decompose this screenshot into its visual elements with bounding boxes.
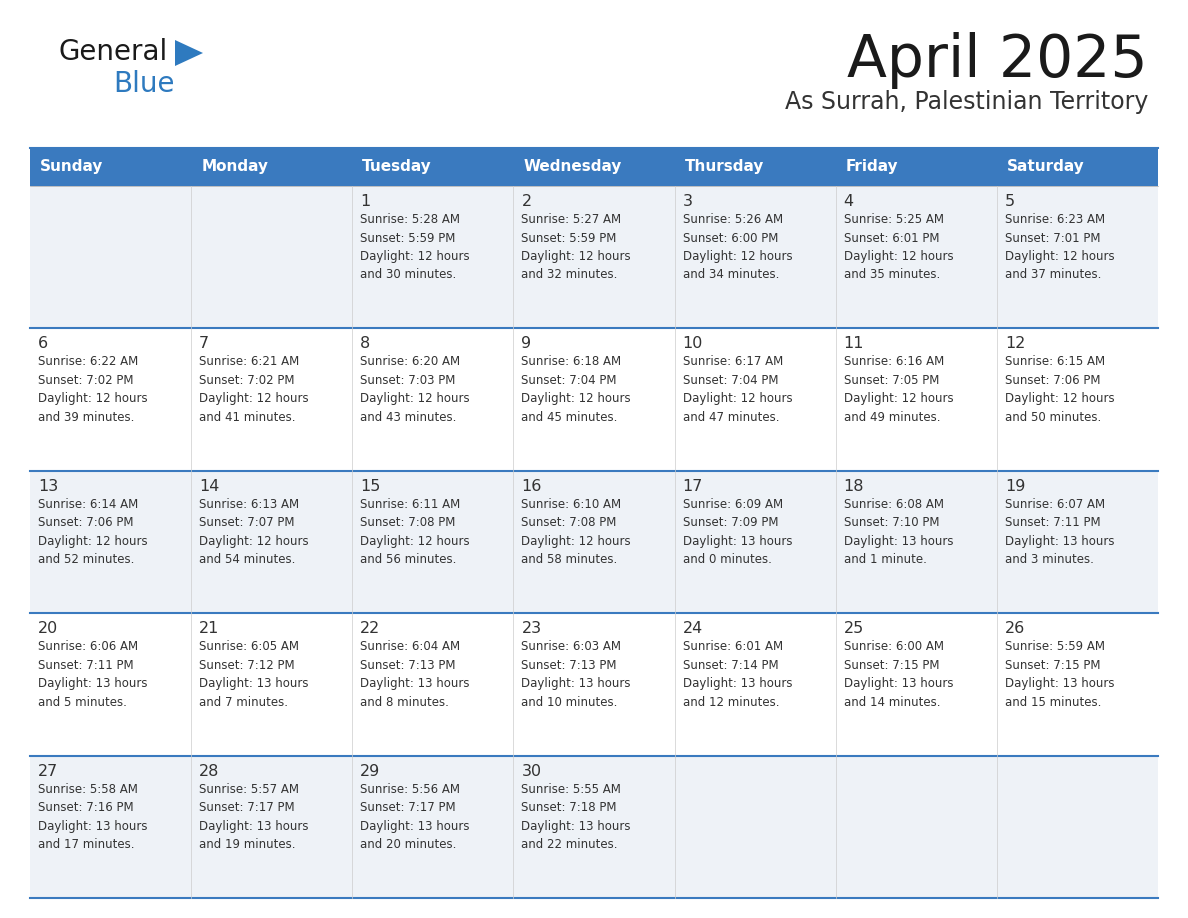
Text: 30: 30	[522, 764, 542, 778]
Text: 3: 3	[683, 194, 693, 209]
Text: Sunrise: 6:06 AM
Sunset: 7:11 PM
Daylight: 13 hours
and 5 minutes.: Sunrise: 6:06 AM Sunset: 7:11 PM Dayligh…	[38, 640, 147, 709]
Text: Sunrise: 5:58 AM
Sunset: 7:16 PM
Daylight: 13 hours
and 17 minutes.: Sunrise: 5:58 AM Sunset: 7:16 PM Dayligh…	[38, 783, 147, 851]
FancyBboxPatch shape	[30, 471, 1158, 613]
Text: Sunrise: 6:17 AM
Sunset: 7:04 PM
Daylight: 12 hours
and 47 minutes.: Sunrise: 6:17 AM Sunset: 7:04 PM Dayligh…	[683, 355, 792, 424]
Text: Sunrise: 6:08 AM
Sunset: 7:10 PM
Daylight: 13 hours
and 1 minute.: Sunrise: 6:08 AM Sunset: 7:10 PM Dayligh…	[843, 498, 953, 566]
Text: Sunrise: 6:04 AM
Sunset: 7:13 PM
Daylight: 13 hours
and 8 minutes.: Sunrise: 6:04 AM Sunset: 7:13 PM Dayligh…	[360, 640, 469, 709]
Text: 10: 10	[683, 336, 703, 352]
Text: Sunrise: 6:11 AM
Sunset: 7:08 PM
Daylight: 12 hours
and 56 minutes.: Sunrise: 6:11 AM Sunset: 7:08 PM Dayligh…	[360, 498, 470, 566]
Text: Sunrise: 5:28 AM
Sunset: 5:59 PM
Daylight: 12 hours
and 30 minutes.: Sunrise: 5:28 AM Sunset: 5:59 PM Dayligh…	[360, 213, 470, 282]
Text: 22: 22	[360, 621, 380, 636]
FancyBboxPatch shape	[30, 148, 1158, 186]
Text: 11: 11	[843, 336, 864, 352]
Text: Sunrise: 6:14 AM
Sunset: 7:06 PM
Daylight: 12 hours
and 52 minutes.: Sunrise: 6:14 AM Sunset: 7:06 PM Dayligh…	[38, 498, 147, 566]
Text: Sunrise: 5:57 AM
Sunset: 7:17 PM
Daylight: 13 hours
and 19 minutes.: Sunrise: 5:57 AM Sunset: 7:17 PM Dayligh…	[200, 783, 309, 851]
Text: 12: 12	[1005, 336, 1025, 352]
FancyBboxPatch shape	[30, 186, 1158, 329]
Text: Sunday: Sunday	[40, 160, 103, 174]
Text: Sunrise: 6:18 AM
Sunset: 7:04 PM
Daylight: 12 hours
and 45 minutes.: Sunrise: 6:18 AM Sunset: 7:04 PM Dayligh…	[522, 355, 631, 424]
Text: 9: 9	[522, 336, 531, 352]
Text: 2: 2	[522, 194, 531, 209]
Text: Sunrise: 6:07 AM
Sunset: 7:11 PM
Daylight: 13 hours
and 3 minutes.: Sunrise: 6:07 AM Sunset: 7:11 PM Dayligh…	[1005, 498, 1114, 566]
Text: 4: 4	[843, 194, 854, 209]
Text: 16: 16	[522, 479, 542, 494]
Text: Sunrise: 5:59 AM
Sunset: 7:15 PM
Daylight: 13 hours
and 15 minutes.: Sunrise: 5:59 AM Sunset: 7:15 PM Dayligh…	[1005, 640, 1114, 709]
Text: 27: 27	[38, 764, 58, 778]
Text: 28: 28	[200, 764, 220, 778]
Text: April 2025: April 2025	[847, 32, 1148, 89]
Text: Sunrise: 6:00 AM
Sunset: 7:15 PM
Daylight: 13 hours
and 14 minutes.: Sunrise: 6:00 AM Sunset: 7:15 PM Dayligh…	[843, 640, 953, 709]
Text: 23: 23	[522, 621, 542, 636]
Text: 17: 17	[683, 479, 703, 494]
Text: 21: 21	[200, 621, 220, 636]
Text: Blue: Blue	[113, 70, 175, 98]
Text: Thursday: Thursday	[684, 160, 764, 174]
FancyBboxPatch shape	[30, 613, 1158, 756]
Text: Sunrise: 6:21 AM
Sunset: 7:02 PM
Daylight: 12 hours
and 41 minutes.: Sunrise: 6:21 AM Sunset: 7:02 PM Dayligh…	[200, 355, 309, 424]
Text: Sunrise: 5:55 AM
Sunset: 7:18 PM
Daylight: 13 hours
and 22 minutes.: Sunrise: 5:55 AM Sunset: 7:18 PM Dayligh…	[522, 783, 631, 851]
Polygon shape	[175, 40, 203, 66]
Text: Sunrise: 6:13 AM
Sunset: 7:07 PM
Daylight: 12 hours
and 54 minutes.: Sunrise: 6:13 AM Sunset: 7:07 PM Dayligh…	[200, 498, 309, 566]
Text: 8: 8	[360, 336, 371, 352]
Text: 1: 1	[360, 194, 371, 209]
Text: Sunrise: 6:20 AM
Sunset: 7:03 PM
Daylight: 12 hours
and 43 minutes.: Sunrise: 6:20 AM Sunset: 7:03 PM Dayligh…	[360, 355, 470, 424]
Text: As Surrah, Palestinian Territory: As Surrah, Palestinian Territory	[784, 90, 1148, 114]
Text: 18: 18	[843, 479, 864, 494]
Text: 29: 29	[360, 764, 380, 778]
Text: Wednesday: Wednesday	[524, 160, 621, 174]
Text: 6: 6	[38, 336, 49, 352]
Text: 24: 24	[683, 621, 703, 636]
Text: Sunrise: 5:27 AM
Sunset: 5:59 PM
Daylight: 12 hours
and 32 minutes.: Sunrise: 5:27 AM Sunset: 5:59 PM Dayligh…	[522, 213, 631, 282]
Text: Sunrise: 5:25 AM
Sunset: 6:01 PM
Daylight: 12 hours
and 35 minutes.: Sunrise: 5:25 AM Sunset: 6:01 PM Dayligh…	[843, 213, 953, 282]
Text: 14: 14	[200, 479, 220, 494]
Text: 26: 26	[1005, 621, 1025, 636]
Text: Sunrise: 6:09 AM
Sunset: 7:09 PM
Daylight: 13 hours
and 0 minutes.: Sunrise: 6:09 AM Sunset: 7:09 PM Dayligh…	[683, 498, 792, 566]
Text: Sunrise: 5:56 AM
Sunset: 7:17 PM
Daylight: 13 hours
and 20 minutes.: Sunrise: 5:56 AM Sunset: 7:17 PM Dayligh…	[360, 783, 469, 851]
FancyBboxPatch shape	[30, 756, 1158, 898]
Text: Monday: Monday	[201, 160, 268, 174]
Text: Sunrise: 6:03 AM
Sunset: 7:13 PM
Daylight: 13 hours
and 10 minutes.: Sunrise: 6:03 AM Sunset: 7:13 PM Dayligh…	[522, 640, 631, 709]
Text: 7: 7	[200, 336, 209, 352]
FancyBboxPatch shape	[30, 329, 1158, 471]
Text: Sunrise: 6:23 AM
Sunset: 7:01 PM
Daylight: 12 hours
and 37 minutes.: Sunrise: 6:23 AM Sunset: 7:01 PM Dayligh…	[1005, 213, 1114, 282]
Text: Sunrise: 6:01 AM
Sunset: 7:14 PM
Daylight: 13 hours
and 12 minutes.: Sunrise: 6:01 AM Sunset: 7:14 PM Dayligh…	[683, 640, 792, 709]
Text: 15: 15	[360, 479, 380, 494]
Text: 5: 5	[1005, 194, 1015, 209]
Text: 13: 13	[38, 479, 58, 494]
Text: Sunrise: 6:05 AM
Sunset: 7:12 PM
Daylight: 13 hours
and 7 minutes.: Sunrise: 6:05 AM Sunset: 7:12 PM Dayligh…	[200, 640, 309, 709]
Text: Friday: Friday	[846, 160, 898, 174]
Text: Sunrise: 6:16 AM
Sunset: 7:05 PM
Daylight: 12 hours
and 49 minutes.: Sunrise: 6:16 AM Sunset: 7:05 PM Dayligh…	[843, 355, 953, 424]
Text: Sunrise: 5:26 AM
Sunset: 6:00 PM
Daylight: 12 hours
and 34 minutes.: Sunrise: 5:26 AM Sunset: 6:00 PM Dayligh…	[683, 213, 792, 282]
Text: General: General	[58, 38, 168, 66]
Text: Sunrise: 6:10 AM
Sunset: 7:08 PM
Daylight: 12 hours
and 58 minutes.: Sunrise: 6:10 AM Sunset: 7:08 PM Dayligh…	[522, 498, 631, 566]
Text: 19: 19	[1005, 479, 1025, 494]
Text: Saturday: Saturday	[1007, 160, 1085, 174]
Text: Sunrise: 6:22 AM
Sunset: 7:02 PM
Daylight: 12 hours
and 39 minutes.: Sunrise: 6:22 AM Sunset: 7:02 PM Dayligh…	[38, 355, 147, 424]
Text: 25: 25	[843, 621, 864, 636]
Text: Sunrise: 6:15 AM
Sunset: 7:06 PM
Daylight: 12 hours
and 50 minutes.: Sunrise: 6:15 AM Sunset: 7:06 PM Dayligh…	[1005, 355, 1114, 424]
Text: Tuesday: Tuesday	[362, 160, 432, 174]
Text: 20: 20	[38, 621, 58, 636]
